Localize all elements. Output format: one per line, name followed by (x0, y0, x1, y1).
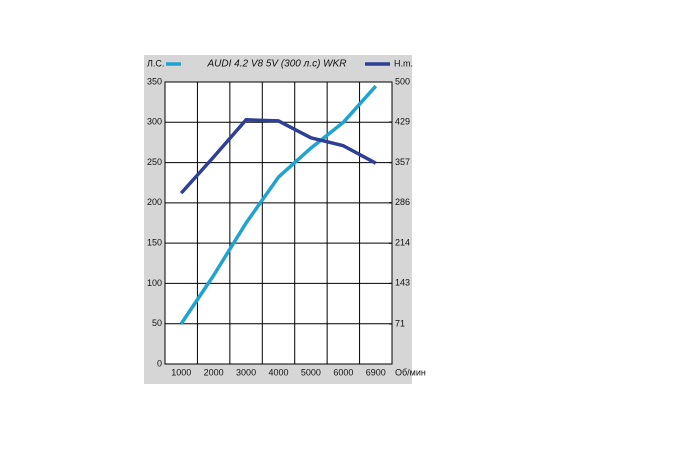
plot-border (164, 81, 393, 365)
x-tick-label: 5000 (301, 367, 321, 377)
legend-label: Н.m. (394, 58, 413, 68)
x-tick-label: 2000 (204, 367, 224, 377)
y-tick-label: 300 (147, 117, 162, 127)
y-tick-label: 350 (147, 76, 162, 86)
y2-tick-label: 500 (395, 76, 410, 86)
x-tick-label: 6900 (366, 367, 386, 377)
series-line (179, 84, 378, 325)
x-tick-label: 6000 (333, 367, 353, 377)
y-tick-label: 150 (147, 238, 162, 248)
y-tick-label: 50 (152, 318, 162, 328)
y2-tick-label: 214 (395, 238, 410, 248)
x-axis-label: Об/мин (395, 367, 426, 377)
y-tick-label: 250 (147, 157, 162, 167)
y-tick-label: 100 (147, 278, 162, 288)
plot-area (165, 82, 392, 364)
y-tick-label: 200 (147, 197, 162, 207)
y-tick-label: 0 (157, 358, 162, 368)
y2-tick-label: 357 (395, 157, 410, 167)
y2-tick-label: 71 (395, 318, 405, 328)
legend-label: Л.С. (147, 58, 164, 68)
series-line (179, 118, 377, 195)
chart-title: AUDI 4.2 V8 5V (300 л.с) WKR (206, 59, 346, 70)
x-tick-label: 1000 (171, 367, 191, 377)
y2-tick-label: 429 (395, 116, 410, 126)
y2-tick-label: 143 (395, 278, 410, 288)
y2-tick-label: 286 (395, 197, 410, 207)
x-tick-label: 3000 (236, 367, 256, 377)
x-tick-label: 4000 (268, 367, 288, 377)
